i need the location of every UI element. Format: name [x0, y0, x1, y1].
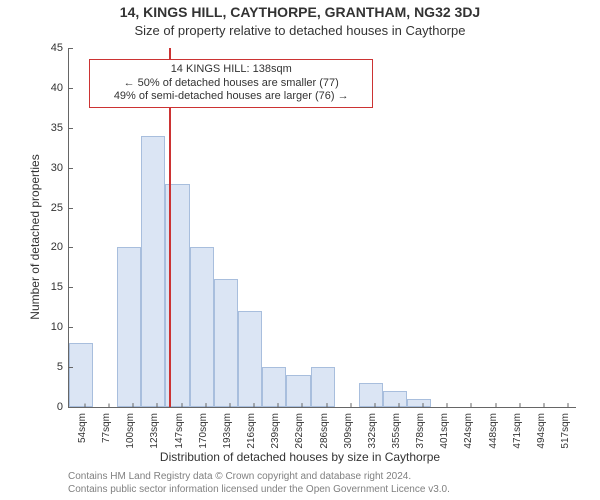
histogram-bar	[262, 367, 286, 407]
x-tick-label: 147sqm	[174, 407, 185, 449]
histogram-bar	[383, 391, 407, 407]
x-tick-label: 239sqm	[270, 407, 281, 449]
x-tick-label: 332sqm	[367, 407, 378, 449]
y-tick-label: 40	[51, 82, 69, 94]
histogram-bar	[359, 383, 383, 407]
y-tick-label: 20	[51, 241, 69, 253]
x-tick-label: 193sqm	[222, 407, 233, 449]
x-tick-label: 494sqm	[536, 407, 547, 449]
x-tick-label: 170sqm	[198, 407, 209, 449]
histogram-bar	[311, 367, 335, 407]
histogram-bar	[141, 136, 165, 407]
callout-box: 14 KINGS HILL: 138sqm← 50% of detached h…	[89, 59, 373, 108]
x-tick-label: 100sqm	[125, 407, 136, 449]
x-tick-label: 54sqm	[77, 407, 88, 443]
x-tick-label: 77sqm	[101, 407, 112, 443]
callout-line: ← 50% of detached houses are smaller (77…	[98, 77, 364, 91]
y-tick-label: 45	[51, 42, 69, 54]
x-tick-label: 378sqm	[415, 407, 426, 449]
x-tick-label: 286sqm	[319, 407, 330, 449]
x-tick-label: 309sqm	[343, 407, 354, 449]
y-tick-label: 10	[51, 321, 69, 333]
y-tick-label: 25	[51, 202, 69, 214]
x-tick-label: 401sqm	[439, 407, 450, 449]
y-tick-label: 35	[51, 122, 69, 134]
x-tick-label: 355sqm	[391, 407, 402, 449]
y-axis-label: Number of detached properties	[28, 127, 42, 347]
histogram-bar	[190, 247, 214, 407]
x-tick-label: 471sqm	[512, 407, 523, 449]
callout-line: 14 KINGS HILL: 138sqm	[98, 63, 364, 77]
histogram-bar	[117, 247, 141, 407]
y-tick-label: 0	[57, 401, 69, 413]
x-tick-label: 517sqm	[560, 407, 571, 449]
figure-subtitle: Size of property relative to detached ho…	[0, 23, 600, 38]
chart-figure: 14, KINGS HILL, CAYTHORPE, GRANTHAM, NG3…	[0, 0, 600, 500]
plot-area: 14 KINGS HILL: 138sqm← 50% of detached h…	[68, 48, 576, 408]
y-tick-label: 15	[51, 281, 69, 293]
histogram-bar	[238, 311, 262, 407]
x-tick-label: 424sqm	[463, 407, 474, 449]
x-axis-label: Distribution of detached houses by size …	[0, 450, 600, 464]
x-tick-label: 262sqm	[294, 407, 305, 449]
x-tick-label: 216sqm	[246, 407, 257, 449]
histogram-bar	[286, 375, 311, 407]
histogram-bar	[407, 399, 431, 407]
histogram-bar	[69, 343, 93, 407]
y-tick-label: 30	[51, 162, 69, 174]
callout-line: 49% of semi-detached houses are larger (…	[98, 90, 364, 104]
footer-line: Contains public sector information licen…	[68, 484, 450, 497]
y-tick-label: 5	[57, 361, 69, 373]
x-tick-label: 123sqm	[149, 407, 160, 449]
figure-title: 14, KINGS HILL, CAYTHORPE, GRANTHAM, NG3…	[0, 4, 600, 20]
footer-line: Contains HM Land Registry data © Crown c…	[68, 471, 450, 484]
histogram-bar	[214, 279, 238, 407]
attribution-footer: Contains HM Land Registry data © Crown c…	[68, 471, 450, 496]
x-tick-label: 448sqm	[488, 407, 499, 449]
